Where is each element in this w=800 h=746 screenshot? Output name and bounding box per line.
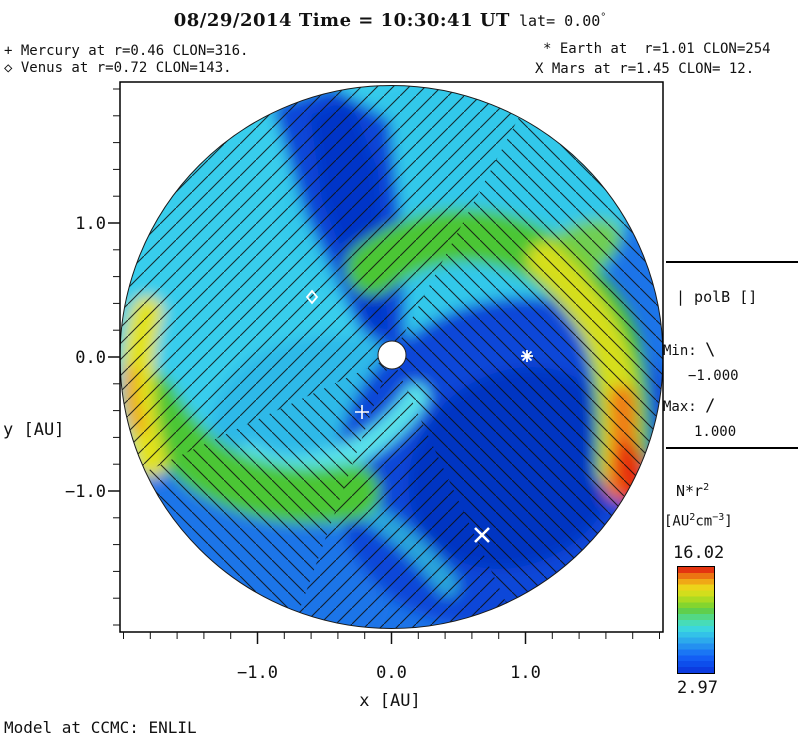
- polb-legend-bottom-rule: [666, 447, 798, 449]
- x-axis-label: x [AU]: [359, 691, 421, 711]
- polb-legend-title: | polB []: [676, 288, 758, 306]
- degree-symbol: °: [600, 12, 607, 23]
- colorbar-gradient: [677, 566, 715, 674]
- sun-disk: [377, 340, 407, 370]
- mars-annotation: X Mars at r=1.45 CLON= 12.: [535, 61, 755, 77]
- svg-text:−1.0: −1.0: [237, 663, 278, 683]
- venus-marker-diamond: [305, 289, 319, 305]
- colorbar-units-label: [AU2cm−3]: [664, 512, 733, 530]
- colorbar-min-value: 2.97: [677, 678, 718, 698]
- polb-min-glyph: \: [705, 340, 716, 360]
- venus-annotation: ◇ Venus at r=0.72 CLON=143.: [4, 60, 232, 76]
- y-axis-label: y [AU]: [3, 420, 65, 440]
- polb-legend-top-rule: [666, 261, 798, 263]
- title-datetime: 08/29/2014 Time = 10:30:41 UT: [173, 10, 510, 31]
- svg-text:1.0: 1.0: [510, 663, 541, 683]
- mercury-marker-plus: [355, 405, 369, 419]
- polb-max-value: 1.000: [694, 424, 737, 440]
- title-latitude: lat= 0.00°: [509, 12, 607, 30]
- polb-min-label: Min: \: [663, 340, 716, 360]
- mars-marker-x: [474, 527, 490, 543]
- svg-text:−1.0: −1.0: [65, 482, 106, 502]
- svg-text:1.0: 1.0: [75, 214, 106, 234]
- axis-ticks: −1.0 −1.0 0.0 0.0 1.0 1.0: [65, 88, 660, 683]
- colorbar-quantity-label: N*r2: [676, 482, 710, 500]
- svg-text:0.0: 0.0: [75, 348, 106, 368]
- colorbar-max-value: 16.02: [673, 543, 725, 563]
- page-title: 08/29/2014 Time = 10:30:41 UT lat= 0.00°: [108, 10, 672, 31]
- svg-text:0.0: 0.0: [376, 663, 407, 683]
- mercury-annotation: + Mercury at r=0.46 CLON=316.: [4, 43, 249, 59]
- polb-max-label: Max: /: [663, 396, 716, 416]
- earth-annotation: * Earth at r=1.01 CLON=254: [543, 41, 771, 57]
- model-credit: Model at CCMC: ENLIL: [4, 718, 197, 737]
- planet-markers: [305, 289, 533, 543]
- earth-marker-asterisk: [521, 350, 533, 362]
- polb-max-glyph: /: [705, 396, 716, 416]
- polb-min-value: −1.000: [688, 368, 739, 384]
